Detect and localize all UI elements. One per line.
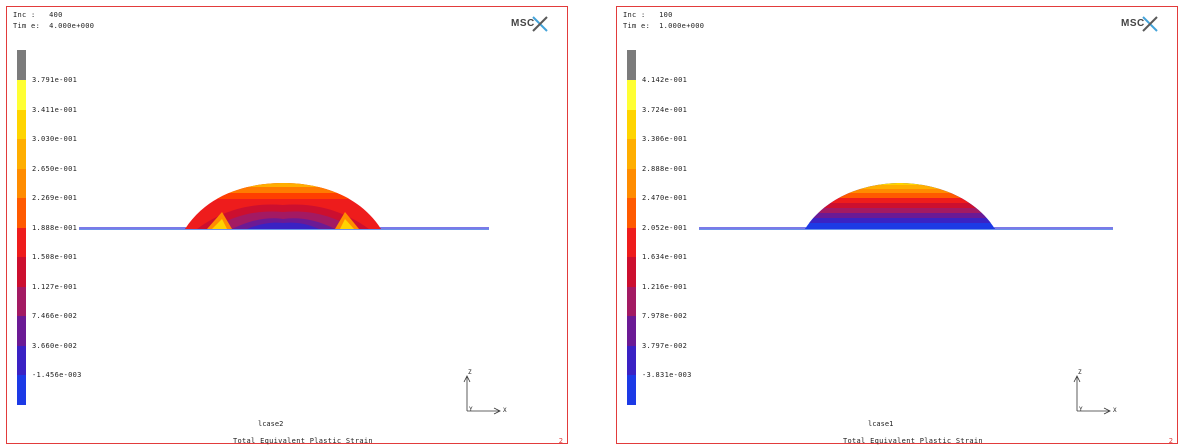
legend-color-segment bbox=[627, 286, 636, 316]
msc-logo: MSC bbox=[511, 15, 551, 33]
legend-tick-label: 3.797e-002 bbox=[642, 341, 688, 350]
legend-color-segment bbox=[627, 375, 636, 405]
msc-logo-text: MSC bbox=[1121, 18, 1145, 29]
page-number: 2 bbox=[1168, 437, 1173, 445]
axis-triad: Z Y X bbox=[463, 369, 513, 419]
legend-color-segment bbox=[17, 109, 26, 139]
msc-x-icon bbox=[1142, 16, 1158, 32]
result-variable-label: Total Equivalent Plastic Strain bbox=[233, 437, 373, 445]
legend-color-segment bbox=[627, 80, 636, 110]
legend-tick-label: 3.030e-001 bbox=[32, 135, 78, 143]
legend-tick-label: 4.142e-001 bbox=[642, 76, 688, 84]
legend-tick-label: -3.831e-003 bbox=[642, 371, 692, 379]
legend-color-segment bbox=[627, 50, 636, 80]
legend-tick-label: 3.411e-001 bbox=[32, 105, 78, 114]
axis-z-label: Z bbox=[468, 369, 472, 376]
dome-contours bbox=[805, 183, 995, 229]
legend-color-segment bbox=[627, 168, 636, 198]
legend-color-segment bbox=[627, 139, 636, 169]
axis-x-label: X bbox=[1113, 407, 1117, 414]
legend-color-segment bbox=[17, 139, 26, 169]
time-label: Tim e: 1.000e+000 bbox=[623, 22, 705, 30]
legend-tick-label: 3.791e-001 bbox=[32, 76, 78, 84]
result-panel-right: Inc : 100 Tim e: 1.000e+000 MSC 4.142e-0… bbox=[616, 6, 1178, 445]
legend-tick-label: 2.052e-001 bbox=[642, 223, 688, 232]
color-legend-bar bbox=[17, 50, 26, 405]
legend-tick-label: 1.508e-001 bbox=[32, 253, 78, 261]
legend-tick-label: 1.127e-001 bbox=[32, 282, 78, 291]
legend-color-segment bbox=[17, 198, 26, 228]
legend-color-segment bbox=[627, 257, 636, 287]
legend-tick-label: 3.724e-001 bbox=[642, 105, 688, 114]
legend-color-segment bbox=[627, 227, 636, 257]
msc-x-icon bbox=[532, 16, 548, 32]
legend-tick-label: 1.634e-001 bbox=[642, 253, 688, 261]
time-label: Tim e: 4.000e+000 bbox=[13, 22, 95, 30]
legend-color-segment bbox=[17, 375, 26, 405]
legend-color-segment bbox=[627, 345, 636, 375]
legend-color-segment bbox=[17, 257, 26, 287]
axis-x-label: X bbox=[503, 407, 507, 414]
legend-tick-label: 7.978e-002 bbox=[642, 312, 688, 320]
page-number: 2 bbox=[558, 437, 563, 445]
legend-color-segment bbox=[627, 198, 636, 228]
legend-tick-label: 2.470e-001 bbox=[642, 194, 688, 202]
legend-tick-label: 1.888e-001 bbox=[32, 223, 78, 232]
load-case-label: lcase2 bbox=[258, 420, 284, 428]
legend-tick-label: 1.216e-001 bbox=[642, 282, 688, 291]
legend-color-segment bbox=[627, 316, 636, 346]
increment-label: Inc : 100 bbox=[623, 11, 673, 19]
axis-z-label: Z bbox=[1078, 369, 1082, 376]
legend-tick-label: 2.888e-001 bbox=[642, 164, 688, 173]
legend-color-segment bbox=[17, 227, 26, 257]
legend-color-segment bbox=[17, 168, 26, 198]
msc-logo-text: MSC bbox=[511, 18, 535, 29]
legend-color-segment bbox=[17, 345, 26, 375]
legend-color-segment bbox=[17, 80, 26, 110]
dome-contours bbox=[185, 183, 381, 229]
legend-color-segment bbox=[17, 316, 26, 346]
axis-y-label: Y bbox=[469, 406, 473, 413]
legend-tick-label: 3.660e-002 bbox=[32, 341, 78, 350]
legend-tick-label: 2.650e-001 bbox=[32, 164, 78, 173]
legend-tick-label: -1.456e-003 bbox=[32, 371, 82, 379]
load-case-label: lcase1 bbox=[868, 420, 894, 428]
contour-plot bbox=[79, 183, 489, 230]
legend-color-segment bbox=[17, 50, 26, 80]
axis-triad: Z Y X bbox=[1073, 369, 1123, 419]
legend-color-segment bbox=[17, 286, 26, 316]
legend-tick-label: 2.269e-001 bbox=[32, 194, 78, 202]
legend-tick-label: 3.306e-001 bbox=[642, 135, 688, 143]
legend-tick-label: 7.466e-002 bbox=[32, 312, 78, 320]
contour-plot bbox=[699, 183, 1113, 230]
result-panel-left: Inc : 400 Tim e: 4.000e+000 MSC 3.791e-0… bbox=[6, 6, 568, 445]
increment-label: Inc : 400 bbox=[13, 11, 63, 19]
msc-logo: MSC bbox=[1121, 15, 1161, 33]
legend-color-segment bbox=[627, 109, 636, 139]
color-legend-bar bbox=[627, 50, 636, 405]
axis-y-label: Y bbox=[1079, 406, 1083, 413]
result-variable-label: Total Equivalent Plastic Strain bbox=[843, 437, 983, 445]
